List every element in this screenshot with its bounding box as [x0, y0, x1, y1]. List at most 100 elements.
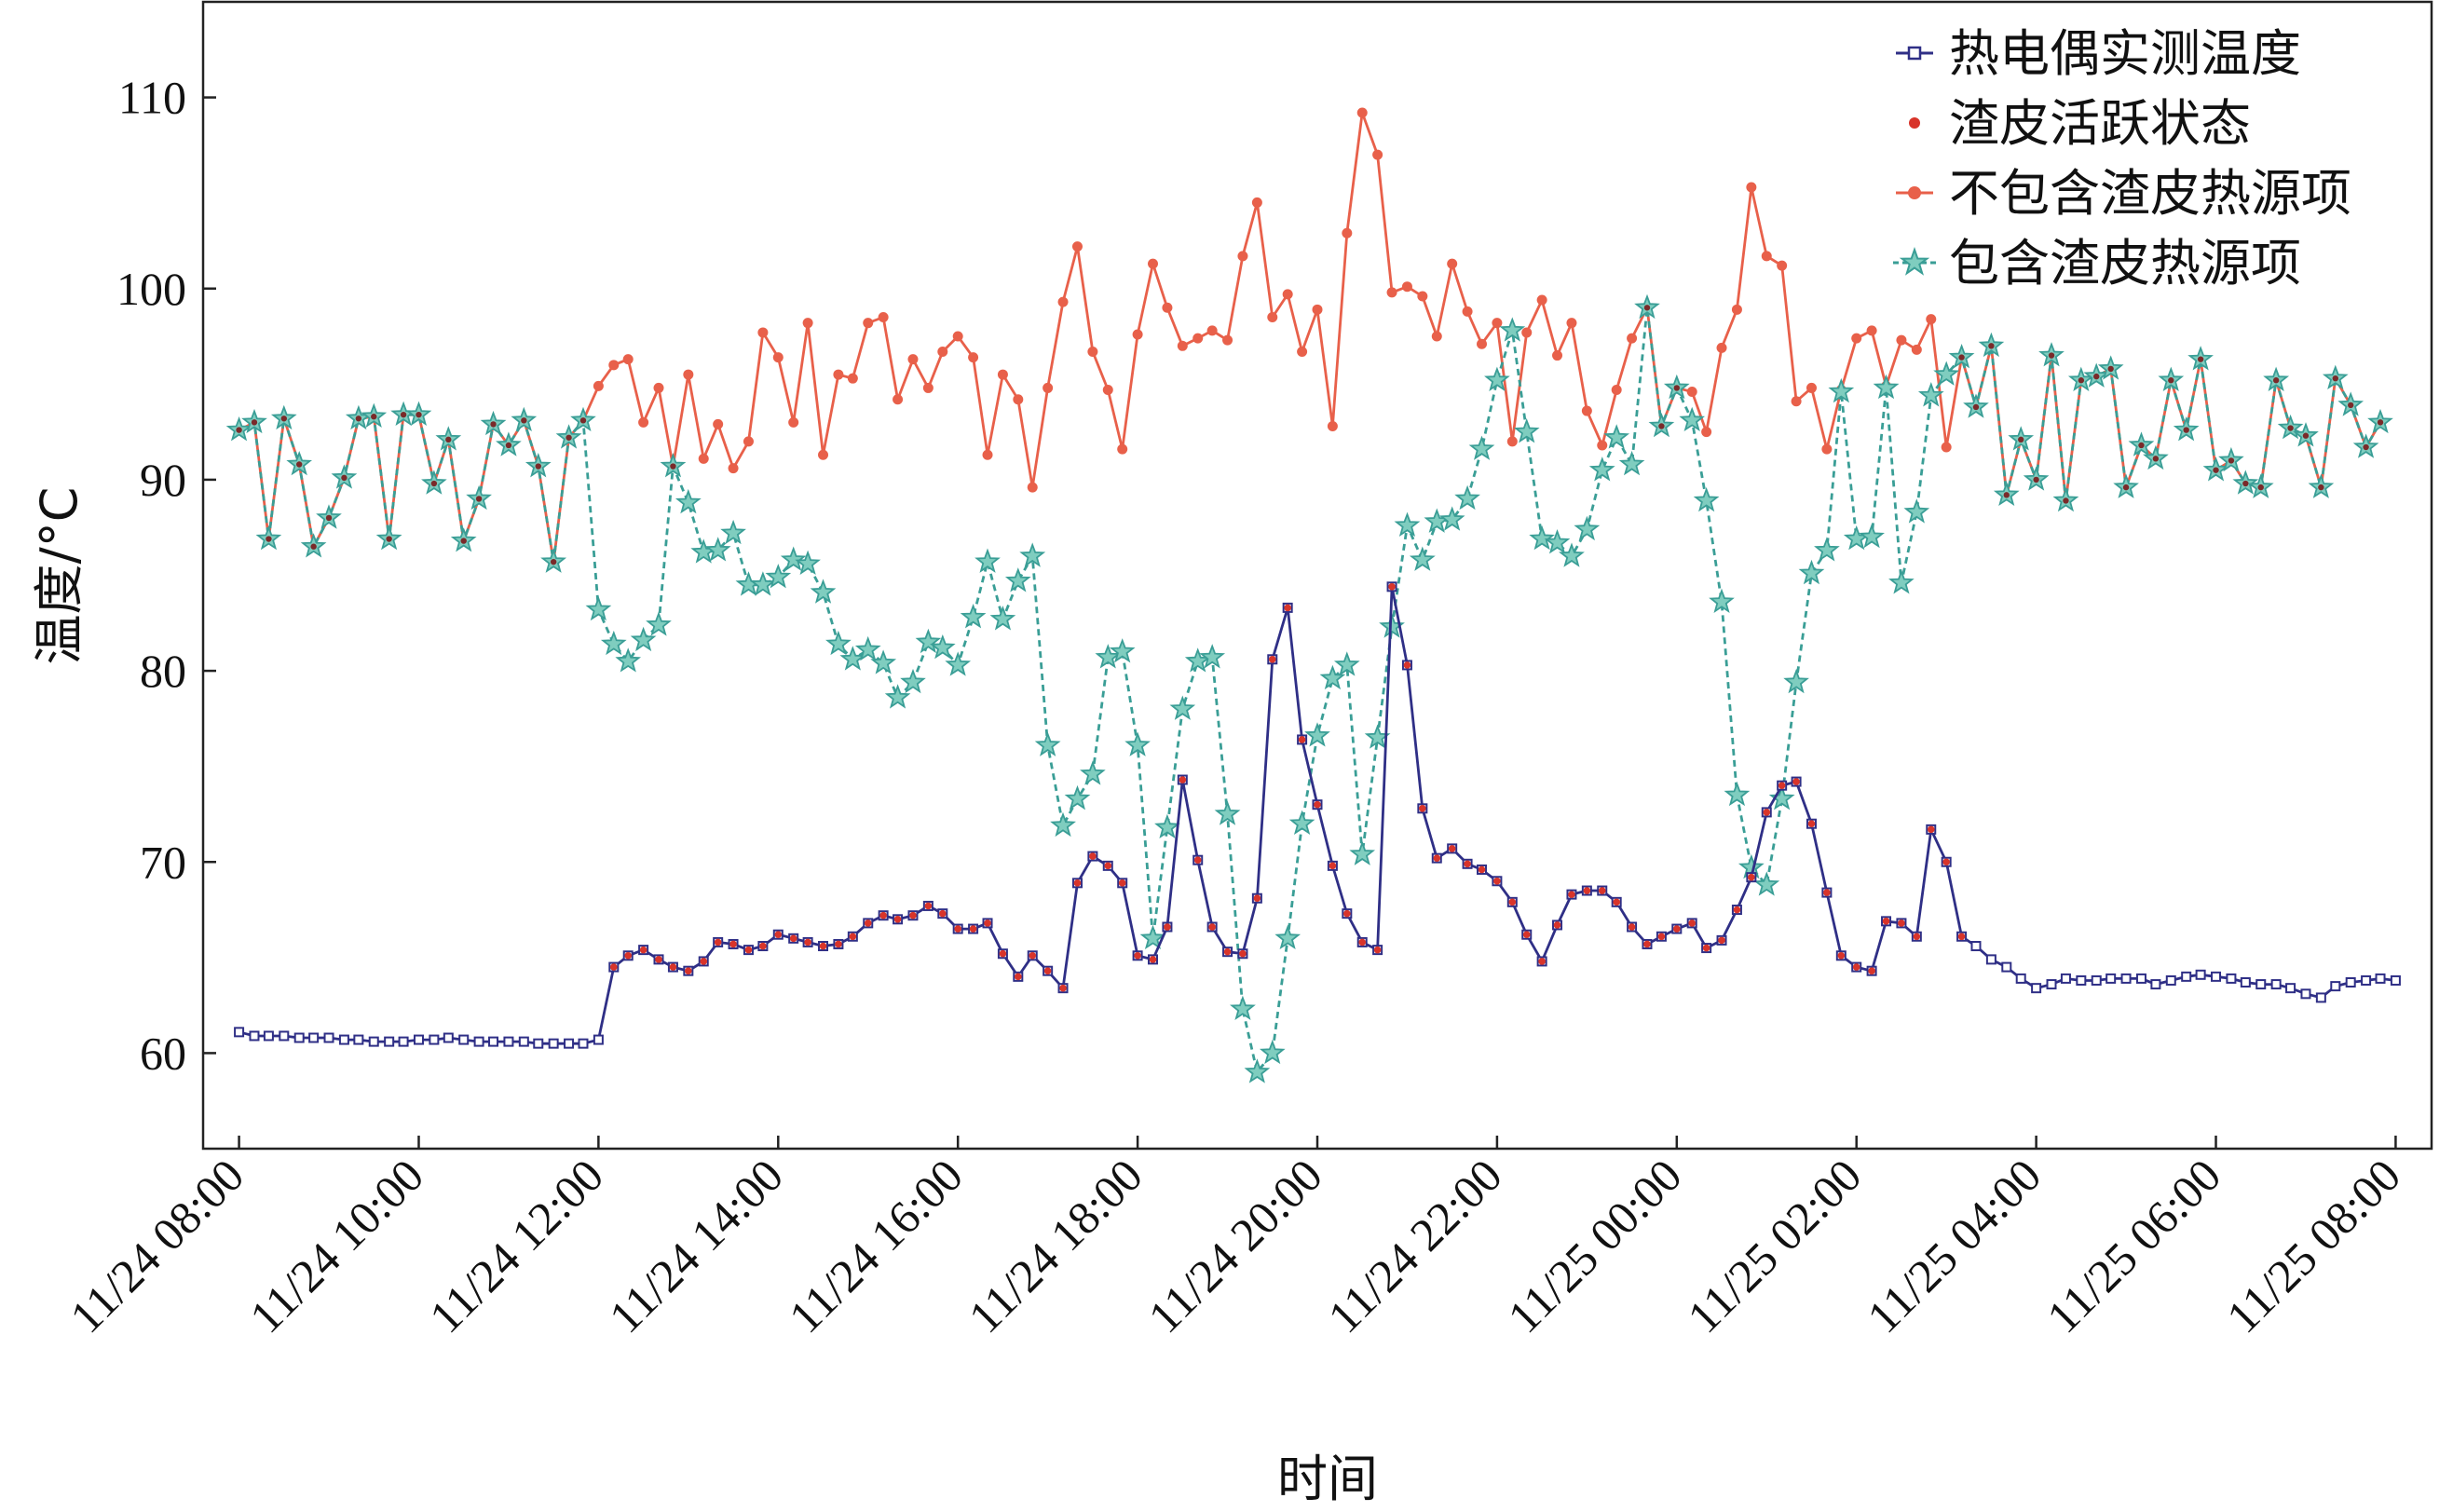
point-slag-active [685, 967, 692, 974]
point-with-slag [1109, 638, 1136, 663]
point-without-slag [1312, 304, 1323, 315]
point-without-slag [1791, 396, 1802, 407]
point-with-slag [1004, 567, 1031, 593]
point-without-slag [1627, 333, 1638, 344]
y-axis: 60 70 80 90 100 110 [116, 72, 216, 1079]
point-thermocouple [338, 1034, 349, 1045]
point-overlap [2033, 476, 2039, 484]
legend-marker-square [1907, 46, 1922, 61]
point-slag-active [1553, 921, 1561, 929]
point-thermocouple [2120, 973, 2132, 984]
point-overlap [1958, 354, 1965, 361]
point-without-slag [1851, 333, 1862, 344]
point-thermocouple [2300, 988, 2311, 1000]
point-without-slag [1401, 281, 1412, 293]
point-without-slag [1492, 318, 1503, 329]
point-with-slag [720, 519, 746, 545]
point-slag-active [789, 934, 797, 943]
point-with-slag [1588, 456, 1615, 482]
point-slag-active [1179, 776, 1187, 783]
point-overlap [2377, 419, 2384, 426]
y-tick-label: 90 [140, 454, 186, 506]
point-overlap [2107, 365, 2114, 373]
point-without-slag [593, 380, 604, 391]
point-without-slag [1192, 333, 1204, 344]
point-slag-active [924, 902, 933, 910]
point-without-slag [952, 331, 963, 342]
point-without-slag [1536, 294, 1547, 306]
series-thermocouple [234, 581, 2401, 1049]
x-tick-label: 11/24 12:00 [419, 1149, 613, 1342]
point-slag-active [1419, 805, 1426, 812]
series-slag-active [236, 305, 2384, 992]
point-thermocouple [2046, 979, 2057, 990]
point-slag-active [1478, 865, 1486, 874]
point-with-slag [1903, 498, 1930, 524]
point-with-slag [1618, 450, 1645, 476]
point-with-slag [795, 550, 821, 575]
point-with-slag [1214, 800, 1241, 825]
point-slag-active [1823, 889, 1831, 896]
point-without-slag [1716, 342, 1727, 353]
point-thermocouple [2195, 969, 2206, 980]
point-overlap [2332, 375, 2338, 382]
point-slag-active [864, 919, 872, 927]
point-without-slag [847, 373, 858, 384]
legend-marker-circle [1908, 186, 1921, 199]
point-without-slag [1506, 436, 1518, 447]
point-with-slag [1544, 529, 1571, 554]
point-with-slag [854, 635, 881, 661]
point-without-slag [1566, 318, 1577, 329]
point-without-slag [1462, 306, 1473, 317]
point-slag-active [1583, 887, 1591, 894]
point-overlap [296, 461, 303, 468]
point-overlap [2048, 352, 2055, 359]
point-slag-active [984, 919, 991, 927]
point-without-slag [893, 394, 904, 405]
y-axis-title: 温度/°C [30, 487, 89, 665]
point-without-slag [1013, 394, 1024, 405]
point-with-slag [630, 626, 657, 652]
x-tick-label: 11/25 04:00 [1857, 1149, 2051, 1342]
point-slag-active [1882, 918, 1890, 925]
x-tick-label: 11/24 18:00 [959, 1149, 1152, 1342]
point-slag-active [1193, 856, 1202, 864]
point-slag-active [1568, 891, 1575, 898]
point-thermocouple [593, 1034, 604, 1045]
legend-entry-without-slag: 不包含渣皮热源项 [1896, 164, 2351, 223]
point-thermocouple [458, 1034, 470, 1045]
point-overlap [2063, 497, 2069, 504]
point-with-slag [1798, 559, 1825, 585]
point-overlap [2272, 377, 2280, 384]
point-thermocouple [2105, 973, 2117, 984]
point-without-slag [1926, 314, 1937, 325]
point-overlap [371, 414, 377, 420]
legend-label-with-slag: 包含渣皮热源项 [1949, 234, 2301, 293]
point-without-slag [1777, 260, 1788, 271]
point-overlap [535, 463, 541, 470]
point-thermocouple [1985, 954, 1996, 965]
point-slag-active [1029, 951, 1037, 960]
point-without-slag [1477, 338, 1488, 349]
point-overlap [2168, 377, 2174, 384]
point-with-slag [1679, 406, 1706, 432]
point-overlap [1988, 343, 1995, 349]
point-thermocouple [2270, 979, 2282, 990]
point-thermocouple [429, 1034, 440, 1045]
point-overlap [2152, 456, 2160, 462]
point-without-slag [1701, 427, 1712, 438]
point-slag-active [1493, 877, 1501, 885]
point-without-slag [1746, 182, 1757, 193]
point-with-slag [1304, 722, 1330, 747]
point-with-slag [1050, 811, 1076, 838]
point-slag-active [1657, 933, 1666, 941]
x-tick-label: 11/25 08:00 [2216, 1149, 2410, 1342]
point-without-slag [757, 327, 769, 338]
point-thermocouple [2076, 974, 2087, 986]
point-without-slag [1731, 304, 1742, 315]
point-slag-active [1628, 923, 1636, 931]
point-without-slag [878, 312, 889, 323]
point-with-slag [1064, 784, 1091, 810]
point-with-slag [915, 628, 942, 654]
point-overlap [2018, 436, 2024, 443]
